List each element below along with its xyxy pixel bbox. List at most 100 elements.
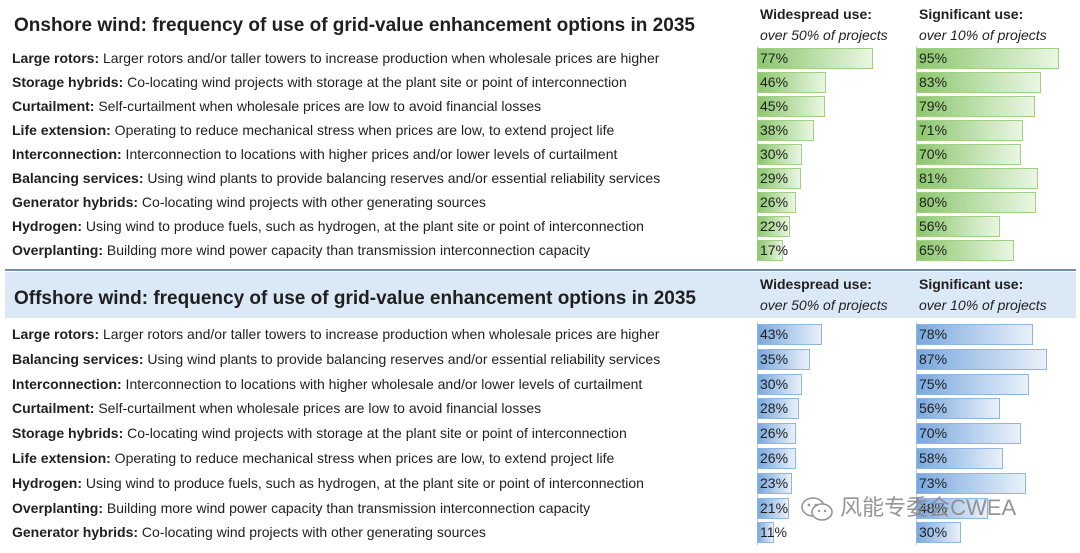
- significant-cell: 78%: [916, 324, 1033, 345]
- row-label: Curtailment: Self-curtailment when whole…: [12, 396, 541, 420]
- widespread-cell: 38%: [757, 120, 869, 141]
- row-label-name: Storage hybrids:: [12, 74, 124, 90]
- significant-cell: 30%: [916, 522, 1028, 544]
- widespread-cell: 26%: [757, 192, 869, 213]
- significant-value-label: 81%: [919, 170, 948, 186]
- significant-cell: 65%: [916, 240, 1028, 261]
- significant-cell: 79%: [916, 96, 1035, 117]
- widespread-cell: 29%: [757, 168, 869, 189]
- row-label: Large rotors: Larger rotors and/or talle…: [12, 322, 659, 346]
- widespread-value-label: 29%: [760, 170, 789, 186]
- widespread-bar: [757, 324, 822, 345]
- significant-bar: [916, 216, 1000, 237]
- widespread-bar: [757, 72, 826, 93]
- row-label-name: Overplanting:: [12, 242, 104, 258]
- significant-bar: [916, 96, 1035, 117]
- row-label-name: Curtailment:: [12, 400, 95, 417]
- widespread-bar: [757, 120, 814, 141]
- table-row: Generator hybrids: Co-locating wind proj…: [5, 190, 1076, 214]
- significant-bar: [916, 120, 1023, 141]
- row-label: Balancing services: Using wind plants to…: [12, 166, 660, 190]
- table-row: Interconnection: Interconnection to loca…: [5, 372, 1076, 397]
- row-label: Storage hybrids: Co-locating wind projec…: [12, 70, 627, 94]
- offshore-header: Offshore wind: frequency of use of grid-…: [5, 272, 1076, 318]
- widespread-cell: 45%: [757, 96, 869, 117]
- significant-value-label: 87%: [919, 350, 948, 367]
- significant-value-label: 79%: [919, 98, 948, 114]
- row-label: Generator hybrids: Co-locating wind proj…: [12, 520, 486, 544]
- table-row: Large rotors: Larger rotors and/or talle…: [5, 46, 1076, 70]
- row-label-name: Large rotors:: [12, 50, 100, 66]
- row-label-name: Generator hybrids:: [12, 194, 139, 210]
- offshore-title: Offshore wind: frequency of use of grid-…: [14, 288, 696, 309]
- widespread-value-label: 26%: [760, 450, 789, 466]
- widespread-cell: 21%: [757, 497, 869, 519]
- row-label: Overplanting: Building more wind power c…: [12, 496, 590, 520]
- significant-value-label: 65%: [919, 242, 948, 258]
- column-subheading: over 10% of projects: [919, 297, 1047, 313]
- widespread-value-label: 45%: [760, 98, 789, 114]
- significant-bar: [916, 497, 988, 519]
- widespread-cell: 77%: [757, 48, 873, 69]
- column-heading: Widespread use:: [760, 276, 872, 292]
- column-subheading: over 50% of projects: [760, 297, 888, 313]
- row-label-name: Interconnection:: [12, 375, 122, 392]
- significant-value-label: 73%: [919, 474, 948, 491]
- significant-cell: 70%: [916, 144, 1028, 165]
- widespread-cell: 46%: [757, 72, 869, 93]
- widespread-bar: [757, 522, 774, 544]
- row-label-description: Co-locating wind projects with storage a…: [123, 425, 627, 442]
- wechat-icon: [801, 497, 833, 521]
- row-label: Large rotors: Larger rotors and/or talle…: [12, 46, 659, 70]
- significant-cell: 70%: [916, 423, 1028, 445]
- row-label: Curtailment: Self-curtailment when whole…: [12, 94, 541, 118]
- widespread-cell: 17%: [757, 240, 869, 261]
- row-label-name: Curtailment:: [12, 98, 95, 114]
- widespread-value-label: 17%: [760, 242, 789, 258]
- widespread-value-label: 26%: [760, 194, 789, 210]
- row-label: Storage hybrids: Co-locating wind projec…: [12, 421, 627, 445]
- row-label-name: Generator hybrids:: [12, 524, 139, 541]
- widespread-bar: [757, 497, 789, 519]
- onshore-section: Onshore wind: frequency of use of grid-v…: [5, 2, 1076, 268]
- significant-cell: 73%: [916, 472, 1028, 494]
- row-label-name: Interconnection:: [12, 146, 122, 162]
- row-label-description: Using wind plants to provide balancing r…: [143, 170, 661, 186]
- significant-cell: 80%: [916, 192, 1036, 213]
- significant-value-label: 58%: [919, 450, 948, 466]
- widespread-cell: 28%: [757, 398, 869, 420]
- table-row: Life extension: Operating to reduce mech…: [5, 446, 1076, 471]
- row-label: Interconnection: Interconnection to loca…: [12, 372, 642, 396]
- widespread-value-label: 46%: [760, 74, 789, 90]
- table-row: Balancing services: Using wind plants to…: [5, 347, 1076, 372]
- row-label-description: Building more wind power capacity than t…: [103, 499, 591, 516]
- significant-value-label: 70%: [919, 146, 948, 162]
- offshore-significant-column-heading: Significant use: over 10% of projects: [919, 274, 1047, 316]
- widespread-cell: 26%: [757, 423, 869, 445]
- row-label-name: Storage hybrids:: [12, 425, 124, 442]
- watermark: 风能专委会CWEA: [800, 490, 1016, 522]
- significant-bar: [916, 348, 1047, 370]
- widespread-cell: 43%: [757, 324, 869, 345]
- significant-bar: [916, 240, 1014, 261]
- row-label: Hydrogen: Using wind to produce fuels, s…: [12, 214, 644, 238]
- onshore-widespread-column-heading: Widespread use: over 50% of projects: [760, 4, 888, 46]
- onshore-significant-column-heading: Significant use: over 10% of projects: [919, 4, 1047, 46]
- significant-value-label: 70%: [919, 425, 948, 442]
- significant-value-label: 95%: [919, 50, 948, 66]
- significant-value-label: 48%: [919, 499, 948, 516]
- widespread-value-label: 11%: [760, 524, 787, 541]
- row-label-description: Operating to reduce mechanical stress wh…: [110, 450, 615, 466]
- widespread-bar: [757, 216, 790, 237]
- table-row: Hydrogen: Using wind to produce fuels, s…: [5, 471, 1076, 496]
- widespread-bar: [757, 240, 783, 261]
- significant-cell: 83%: [916, 72, 1041, 93]
- significant-cell: 56%: [916, 398, 1028, 420]
- significant-bar: [916, 373, 1029, 395]
- widespread-bar: [757, 192, 796, 213]
- row-label-description: Self-curtailment when wholesale prices a…: [94, 400, 542, 417]
- widespread-value-label: 35%: [760, 350, 789, 367]
- significant-value-label: 56%: [919, 218, 948, 234]
- widespread-value-label: 30%: [760, 375, 789, 392]
- row-label-description: Co-locating wind projects with other gen…: [138, 524, 486, 541]
